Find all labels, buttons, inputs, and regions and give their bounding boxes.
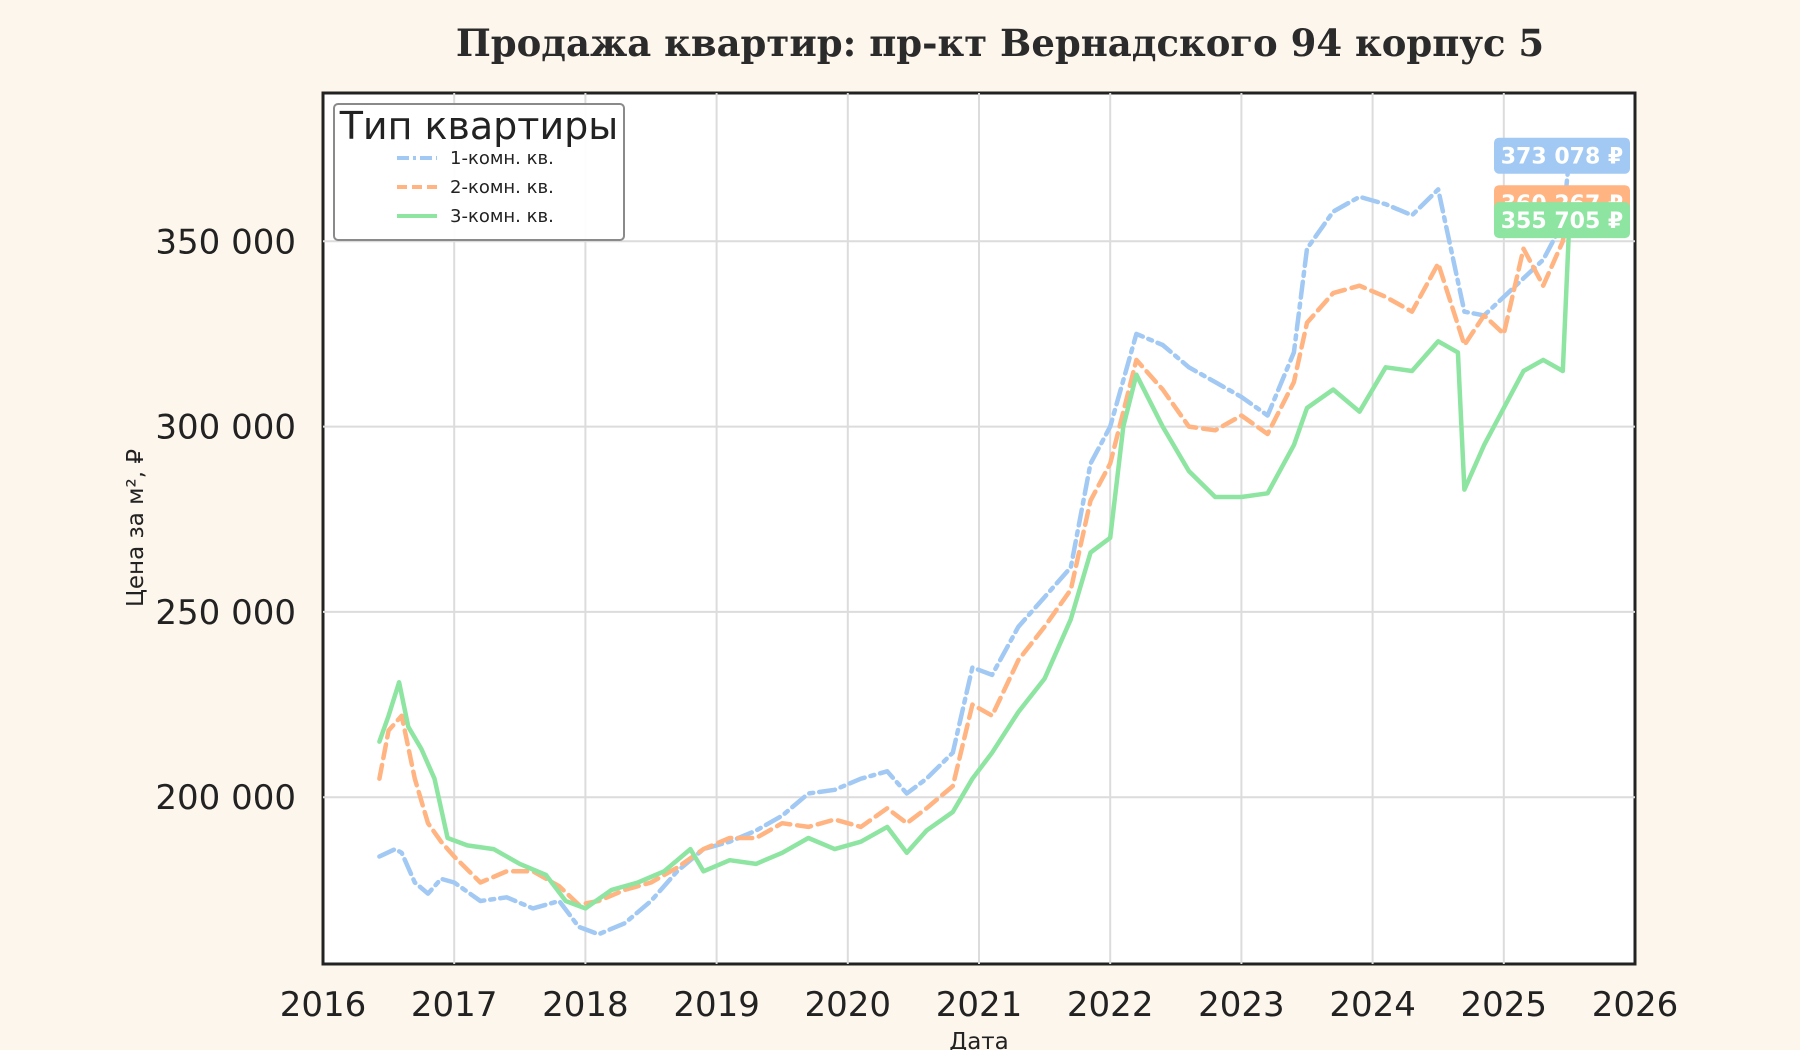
legend-box — [333, 103, 625, 241]
series-line-2 — [377, 200, 1572, 907]
y-tick-label: 200 000 — [155, 778, 296, 818]
legend-item-label: 3-комн. кв. — [450, 206, 554, 227]
x-tick-label: 2024 — [1329, 985, 1416, 1025]
y-tick-label: 350 000 — [155, 222, 296, 262]
series-line-3 — [377, 217, 1572, 911]
x-tick-label: 2021 — [936, 985, 1023, 1025]
x-tick-label: 2022 — [1067, 985, 1154, 1025]
end-labels: 373 078 ₽360 267 ₽355 705 ₽ — [1494, 137, 1630, 239]
x-axis-label: Дата — [949, 1029, 1009, 1050]
x-tick-label: 2026 — [1592, 985, 1679, 1025]
y-axis-label: Цена за м², ₽ — [123, 449, 149, 607]
tick-labels: 2016 2017 2018 2019 2020 2021 2022 2023 2024 2025… — [155, 222, 1678, 1025]
end-label: 355 705 ₽ — [1501, 209, 1623, 234]
y-tick-label: 300 000 — [155, 408, 296, 448]
legend-item-label: 2-комн. кв. — [450, 177, 554, 198]
x-tick-label: 2020 — [805, 985, 892, 1025]
x-tick-label: 2019 — [673, 985, 760, 1025]
chart-title: Продажа квартир: пр-кт Вернадского 94 ко… — [456, 21, 1544, 65]
end-label-box — [1494, 137, 1630, 174]
x-tick-label: 2025 — [1461, 985, 1548, 1025]
legend-item-label: 1-комн. кв. — [450, 148, 554, 169]
series-lines — [377, 153, 1572, 937]
legend: Тип квартиры 1-комн. кв. 2-комн. кв. 3-ком… — [333, 103, 625, 241]
series-line-1 — [377, 153, 1572, 937]
legend-title: Тип квартиры — [339, 104, 619, 148]
end-label: 373 078 ₽ — [1501, 145, 1623, 170]
end-label-box — [1494, 202, 1630, 239]
x-tick-label: 2023 — [1198, 985, 1285, 1025]
y-tick-label: 250 000 — [155, 593, 296, 633]
x-tick-label: 2016 — [280, 985, 367, 1025]
x-tick-label: 2018 — [542, 985, 629, 1025]
x-tick-label: 2017 — [411, 985, 498, 1025]
